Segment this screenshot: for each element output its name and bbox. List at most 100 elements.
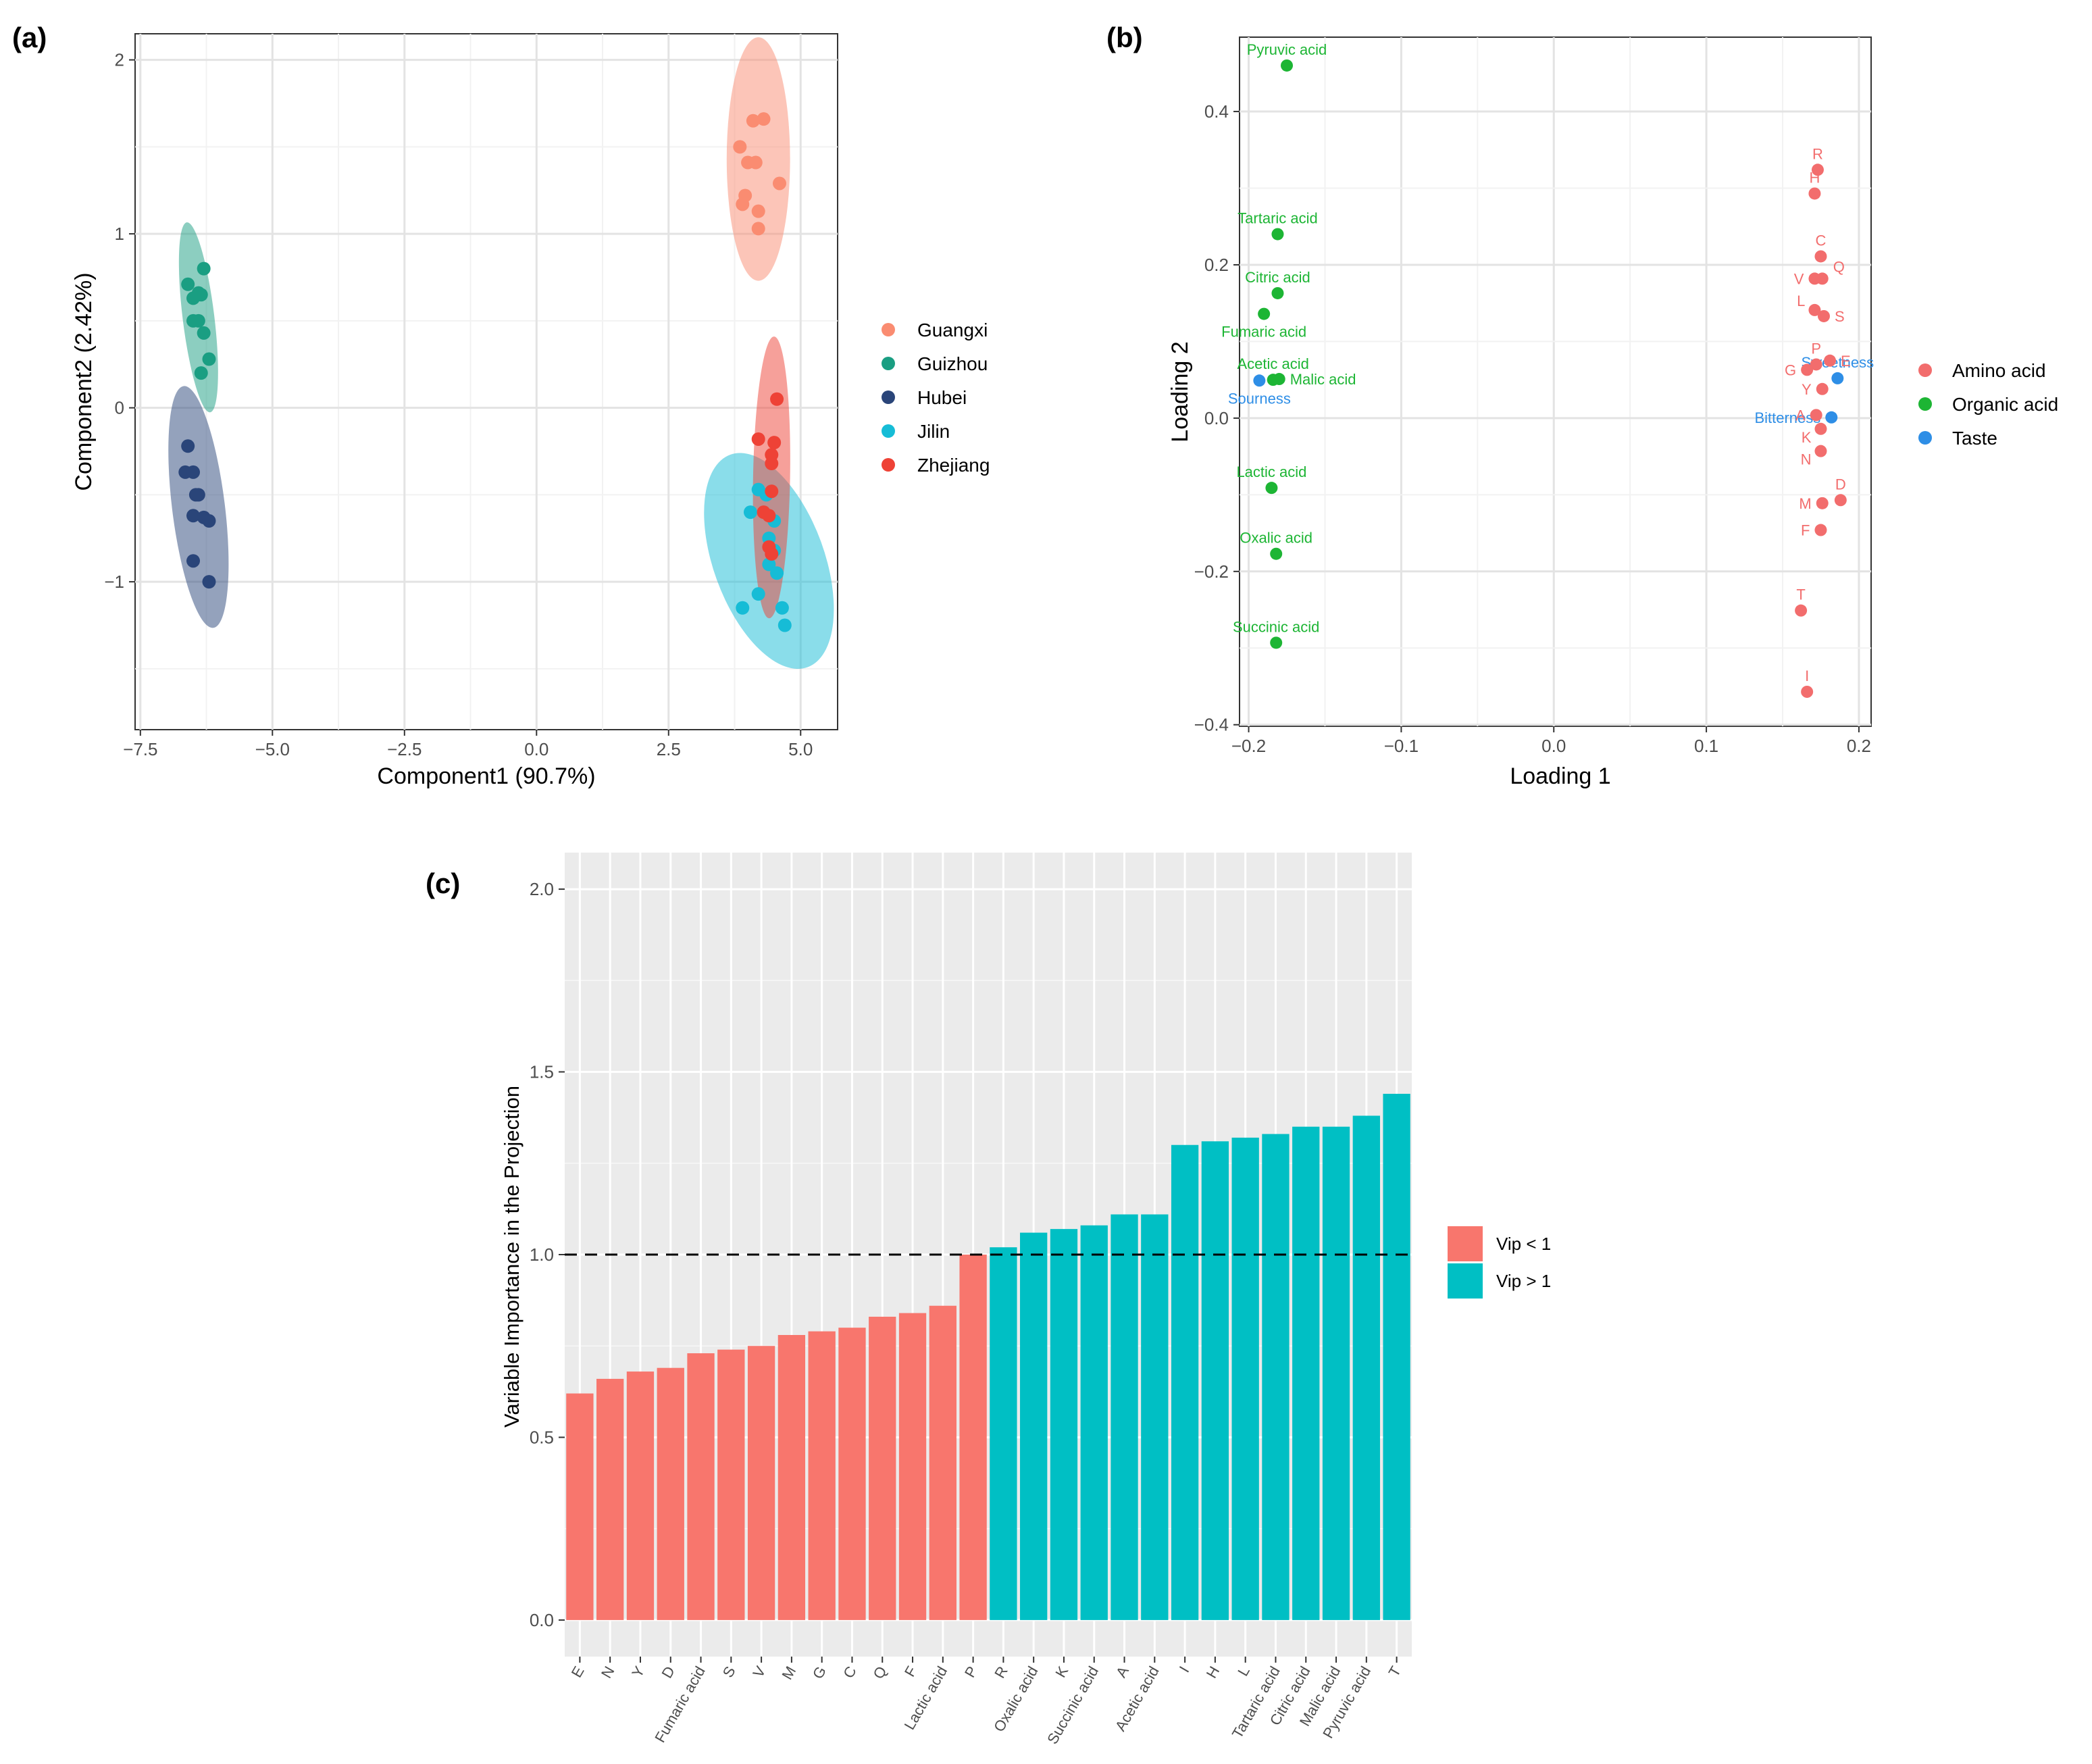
point-guangxi (748, 155, 763, 170)
y-tick-label: 0.0 (530, 1610, 554, 1630)
point-jilin (743, 505, 757, 520)
x-tick-label-g: G (809, 1663, 830, 1682)
loading-label-e: E (1841, 353, 1851, 370)
point-zhejiang (762, 509, 776, 523)
x-tick-label-p: P (961, 1663, 981, 1680)
x-tick-label: 2.5 (657, 739, 681, 759)
loading-point-h (1808, 187, 1821, 200)
loading-label-succinic-acid: Succinic acid (1233, 618, 1319, 635)
legend-swatch-hubei (882, 390, 895, 404)
point-hubei (186, 554, 201, 568)
plot-a-xticks: −7.5 −5.0 −2.5 0.0 2.5 5.0 (123, 730, 813, 759)
loading-plot: Pyruvic acid Tartaric acid Citric acid Fuma… (1167, 36, 2058, 789)
point-hubei (202, 575, 216, 589)
point-guizhou (194, 288, 208, 302)
loading-point-f (1814, 524, 1827, 536)
loading-label-d: D (1835, 476, 1846, 493)
plot-a-points (178, 112, 792, 632)
loading-point-oxalic-acid (1270, 547, 1283, 560)
bar-r (990, 1247, 1017, 1620)
x-tick-label-c: C (840, 1663, 860, 1681)
bar-n (596, 1378, 624, 1620)
x-tick-label: −7.5 (123, 739, 157, 759)
x-tick-label-y: Y (628, 1663, 648, 1680)
point-guangxi (746, 114, 760, 128)
y-tick-label: 0 (115, 398, 124, 418)
point-jilin (775, 601, 789, 615)
point-hubei (191, 488, 205, 502)
bar-d (657, 1367, 684, 1620)
loading-label-sourness: Sourness (1228, 390, 1291, 407)
loading-label-oxalic-acid: Oxalic acid (1240, 530, 1312, 547)
loading-label-bitterness: Bitterness (1754, 409, 1820, 426)
loading-point-m (1816, 497, 1829, 509)
y-tick-label: 0.0 (1204, 408, 1229, 428)
x-tick-label-k: K (1052, 1663, 1071, 1680)
bar-pyruvic-acid (1352, 1115, 1380, 1620)
bar-succinic-acid (1080, 1225, 1108, 1620)
x-tick-label-a: A (1113, 1663, 1132, 1680)
y-tick-label: 2 (115, 50, 124, 70)
loading-point-bitterness (1825, 411, 1838, 424)
loading-label-c: C (1816, 232, 1827, 249)
bar-oxalic-acid (1020, 1232, 1048, 1620)
bar-q (869, 1316, 896, 1620)
point-guizhou (202, 352, 216, 366)
point-guangxi (736, 197, 750, 211)
y-tick-label: −1 (104, 572, 124, 592)
loading-label-citric-acid: Citric acid (1245, 269, 1310, 286)
x-tick-label-t: T (1385, 1663, 1404, 1680)
point-guizhou (194, 366, 208, 380)
legend-swatch-vip-1 (1448, 1263, 1483, 1299)
point-jilin (770, 566, 784, 580)
panel-label-c: (c) (426, 867, 460, 899)
loading-point-d (1834, 494, 1847, 507)
bar-acetic-acid (1141, 1214, 1169, 1620)
loading-label-tartaric-acid: Tartaric acid (1238, 210, 1318, 227)
loading-point-t (1795, 604, 1808, 617)
legend-swatch-amino-acid (1918, 363, 1932, 377)
loading-label-m: M (1799, 495, 1811, 512)
bar-tartaric-acid (1262, 1134, 1290, 1620)
point-zhejiang (751, 432, 765, 446)
x-tick-label-r: R (991, 1663, 1011, 1681)
x-tick-label: 0.0 (1541, 736, 1566, 756)
point-jilin (736, 601, 750, 615)
legend-swatch-zhejiang (882, 458, 895, 472)
bar-a (1111, 1214, 1138, 1620)
x-tick-label-succinic-acid: Succinic acid (1044, 1663, 1102, 1747)
bar-p (959, 1255, 987, 1620)
loading-label-n: N (1801, 451, 1812, 468)
loading-point-n (1814, 445, 1827, 457)
legend-swatch-guizhou (882, 357, 895, 370)
plot-c-yticks: 0.0 0.5 1.0 1.5 2.0 (530, 879, 565, 1630)
legend-label-zhejiang: Zhejiang (917, 455, 990, 476)
bar-citric-acid (1292, 1126, 1320, 1620)
panel-label-a: (a) (12, 22, 47, 53)
bar-e (566, 1393, 594, 1620)
bar-v (747, 1346, 775, 1620)
loading-label-s: S (1835, 308, 1845, 325)
y-tick-label: 0.4 (1204, 101, 1229, 122)
y-tick-label: 0.2 (1204, 255, 1229, 275)
legend-label-hubei: Hubei (917, 387, 967, 408)
point-guangxi (757, 112, 771, 126)
x-tick-label: −5.0 (255, 739, 290, 759)
bar-g (808, 1331, 836, 1620)
x-tick-label-e: E (568, 1663, 588, 1680)
plot-b-yticks: −0.4 −0.2 0.0 0.2 0.4 (1194, 101, 1240, 735)
point-zhejiang (765, 547, 779, 561)
bar-f (898, 1313, 927, 1620)
bar-t (1383, 1094, 1410, 1620)
point-guangxi (772, 176, 786, 191)
loading-point-k (1814, 422, 1827, 435)
loading-point-e (1824, 354, 1837, 367)
y-tick-label: −0.4 (1194, 715, 1229, 735)
loading-label-lactic-acid: Lactic acid (1236, 463, 1306, 480)
point-guangxi (733, 140, 747, 154)
legend-label-vip-1: Vip > 1 (1496, 1271, 1551, 1291)
plot-b-points: Pyruvic acid Tartaric acid Citric acid Fuma… (1221, 41, 1874, 698)
point-jilin (762, 557, 776, 572)
